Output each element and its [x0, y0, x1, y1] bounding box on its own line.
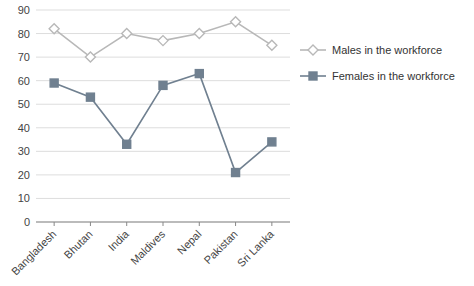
marker	[268, 138, 276, 146]
series	[49, 17, 277, 62]
marker	[122, 29, 132, 39]
marker	[50, 79, 58, 87]
marker	[86, 93, 94, 101]
grid-line	[36, 10, 290, 11]
tick-mark	[90, 222, 91, 226]
marker	[49, 24, 59, 34]
tick-label: Bangladesh	[9, 228, 59, 278]
legend-swatch	[300, 45, 326, 55]
legend-marker	[308, 45, 318, 55]
legend-swatch	[300, 72, 326, 80]
marker	[231, 17, 241, 27]
marker	[195, 70, 203, 78]
tick-mark	[235, 222, 236, 226]
marker	[123, 140, 131, 148]
tick-mark	[199, 222, 200, 226]
line	[54, 74, 272, 173]
marker	[232, 169, 240, 177]
marker	[158, 36, 168, 46]
tick-label: 90	[18, 4, 30, 16]
legend-label: Males in the workforce	[332, 44, 442, 56]
grid-line	[36, 198, 290, 199]
legend: Males in the workforce Females in the wor…	[300, 44, 455, 82]
tick-label: 80	[18, 28, 30, 40]
y-axis: 0 10 20 30 40 50 60 70 80 90	[18, 4, 290, 228]
marker	[267, 40, 277, 50]
marker	[159, 81, 167, 89]
grid-line	[36, 104, 290, 105]
marker	[194, 29, 204, 39]
tick-label: 60	[18, 75, 30, 87]
tick-label: 40	[18, 122, 30, 134]
tick-mark	[126, 222, 127, 226]
tick-label: 30	[18, 145, 30, 157]
tick-mark	[163, 222, 164, 226]
grid-line	[36, 127, 290, 128]
x-axis: BangladeshBhutanIndiaMaldivesNepalPakist…	[9, 222, 290, 277]
tick-label: Maldives	[128, 227, 168, 267]
tick-label: India	[106, 227, 132, 253]
tick-mark	[271, 222, 272, 226]
tick-mark	[54, 222, 55, 226]
tick-label: 10	[18, 192, 30, 204]
tick-label: Sri Lanka	[235, 227, 277, 269]
tick-label: Bhutan	[62, 228, 95, 261]
tick-label: Nepal	[175, 228, 204, 257]
legend-label: Females in the workforce	[332, 70, 455, 82]
chart: 0 10 20 30 40 50 60 70 80 90 BangladeshBhutan India…	[0, 0, 474, 286]
legend-marker	[309, 72, 317, 80]
grid-line	[36, 174, 290, 175]
tick-label: 70	[18, 51, 30, 63]
grid-line	[36, 57, 290, 58]
tick-label: 50	[18, 98, 30, 110]
tick-label: 20	[18, 169, 30, 181]
series	[50, 70, 276, 177]
tick-label: 0	[24, 216, 30, 228]
marker	[85, 52, 95, 62]
grid-line	[36, 151, 290, 152]
line	[54, 22, 272, 57]
plot-area	[49, 17, 277, 177]
